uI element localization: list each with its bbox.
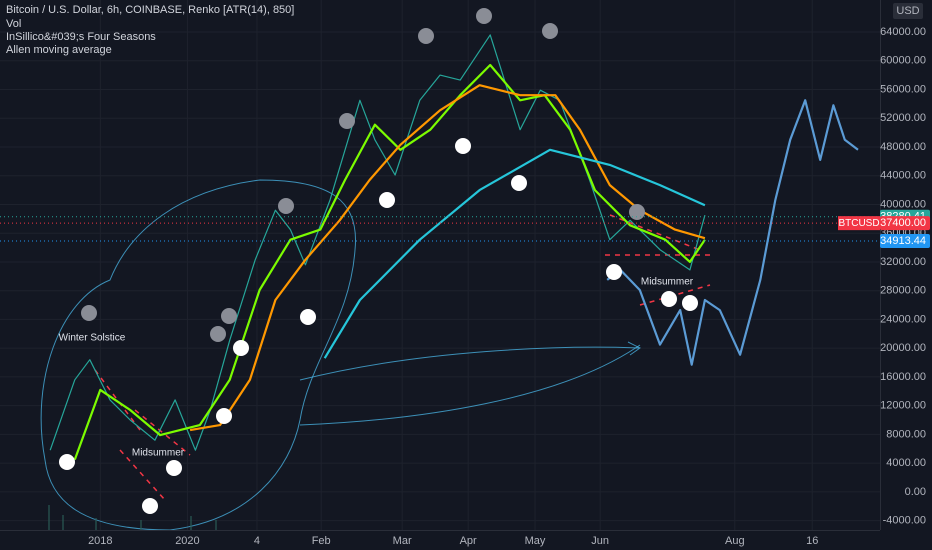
marker — [216, 408, 232, 424]
volume-bar — [215, 520, 217, 530]
marker — [278, 198, 294, 214]
marker — [418, 28, 434, 44]
marker — [59, 454, 75, 470]
y-tick-label: 24000.00 — [880, 313, 926, 325]
volume-bar — [62, 515, 64, 530]
currency[interactable]: USD — [896, 5, 919, 17]
y-tick-label: 60000.00 — [880, 55, 926, 67]
arrow-curve — [299, 344, 641, 426]
x-tick-label: 2018 — [88, 535, 112, 547]
marker — [629, 204, 645, 220]
legend-item: InSillico&#039;s Four Seasons — [6, 31, 156, 43]
x-tick-label: Jun — [591, 535, 609, 547]
marker — [300, 309, 316, 325]
y-tick-label: 56000.00 — [880, 83, 926, 95]
volume — [48, 505, 217, 530]
annotation: Midsummer — [132, 448, 185, 459]
y-tick-label: 48000.00 — [880, 141, 926, 153]
series-line — [73, 63, 706, 460]
marker — [455, 138, 471, 154]
series-line — [323, 148, 706, 359]
volume-bar — [140, 520, 142, 530]
y-tick-label: 8000.00 — [886, 428, 926, 440]
y-tick-label: 44000.00 — [880, 170, 926, 182]
marker — [221, 308, 237, 324]
series-line — [189, 84, 706, 432]
marker — [661, 291, 677, 307]
series-line — [606, 99, 859, 366]
marker — [81, 305, 97, 321]
chart-title: Bitcoin / U.S. Dollar, 6h, COINBASE, Ren… — [6, 4, 294, 16]
outline — [40, 179, 357, 531]
grid — [0, 0, 880, 530]
y-tick-label: 4000.00 — [886, 457, 926, 469]
symbol-box — [838, 216, 880, 231]
series — [49, 34, 859, 460]
arrow-curve — [299, 341, 641, 381]
y-tick-label: -4000.00 — [883, 515, 926, 527]
marker — [682, 295, 698, 311]
y-tick-label: 12000.00 — [880, 400, 926, 412]
x-tick-label: Aug — [725, 535, 745, 547]
marker — [233, 340, 249, 356]
symbol-label: BTCUSD — [838, 218, 879, 229]
volume-bar — [48, 505, 50, 530]
legend-item: Allen moving average — [6, 44, 112, 56]
volume-bar — [190, 516, 192, 530]
y-tick-label: 20000.00 — [880, 342, 926, 354]
y-tick-label: 28000.00 — [880, 285, 926, 297]
price-box — [880, 234, 930, 249]
y-tick-label: 40000.00 — [880, 198, 926, 210]
x-tick-label: 16 — [806, 535, 818, 547]
y-tick-label: 16000.00 — [880, 371, 926, 383]
x-tick-label: 4 — [254, 535, 260, 547]
y-axis-panel — [880, 0, 932, 550]
axes: -4000.00 0.00 4000.00 8000.00 12000.00 16000.… — [88, 26, 926, 547]
price-box — [880, 216, 930, 231]
x-tick-label: Apr — [460, 535, 477, 547]
marker — [210, 326, 226, 342]
y-tick-label: 32000.00 — [880, 256, 926, 268]
y-tick-label: 64000.00 — [880, 26, 926, 38]
y-tick-label: 0.00 — [905, 486, 926, 498]
annotation: Midsummer — [641, 277, 694, 288]
marker — [339, 113, 355, 129]
marker — [379, 192, 395, 208]
marker — [476, 8, 492, 24]
trend-line — [94, 214, 711, 501]
y-tick-label: 52000.00 — [880, 112, 926, 124]
x-tick-label: Feb — [312, 535, 331, 547]
x-tick-label: Mar — [393, 535, 412, 547]
legend-item: Vol — [6, 18, 21, 30]
marker — [542, 23, 558, 39]
marker — [166, 460, 182, 476]
annotation: Winter Solstice — [59, 333, 126, 344]
currency-box[interactable] — [893, 3, 923, 19]
x-tick-label: May — [525, 535, 546, 547]
marker — [142, 498, 158, 514]
volume-bar — [95, 518, 97, 530]
drawings — [40, 179, 711, 531]
season-markers — [59, 8, 698, 514]
marker — [511, 175, 527, 191]
price-label: 37400.00 — [880, 217, 926, 229]
legend: Bitcoin / U.S. Dollar, 6h, COINBASE, Ren… — [6, 4, 294, 56]
marker — [606, 264, 622, 280]
price-label: 34913.44 — [880, 235, 926, 247]
x-tick-label: 2020 — [175, 535, 199, 547]
